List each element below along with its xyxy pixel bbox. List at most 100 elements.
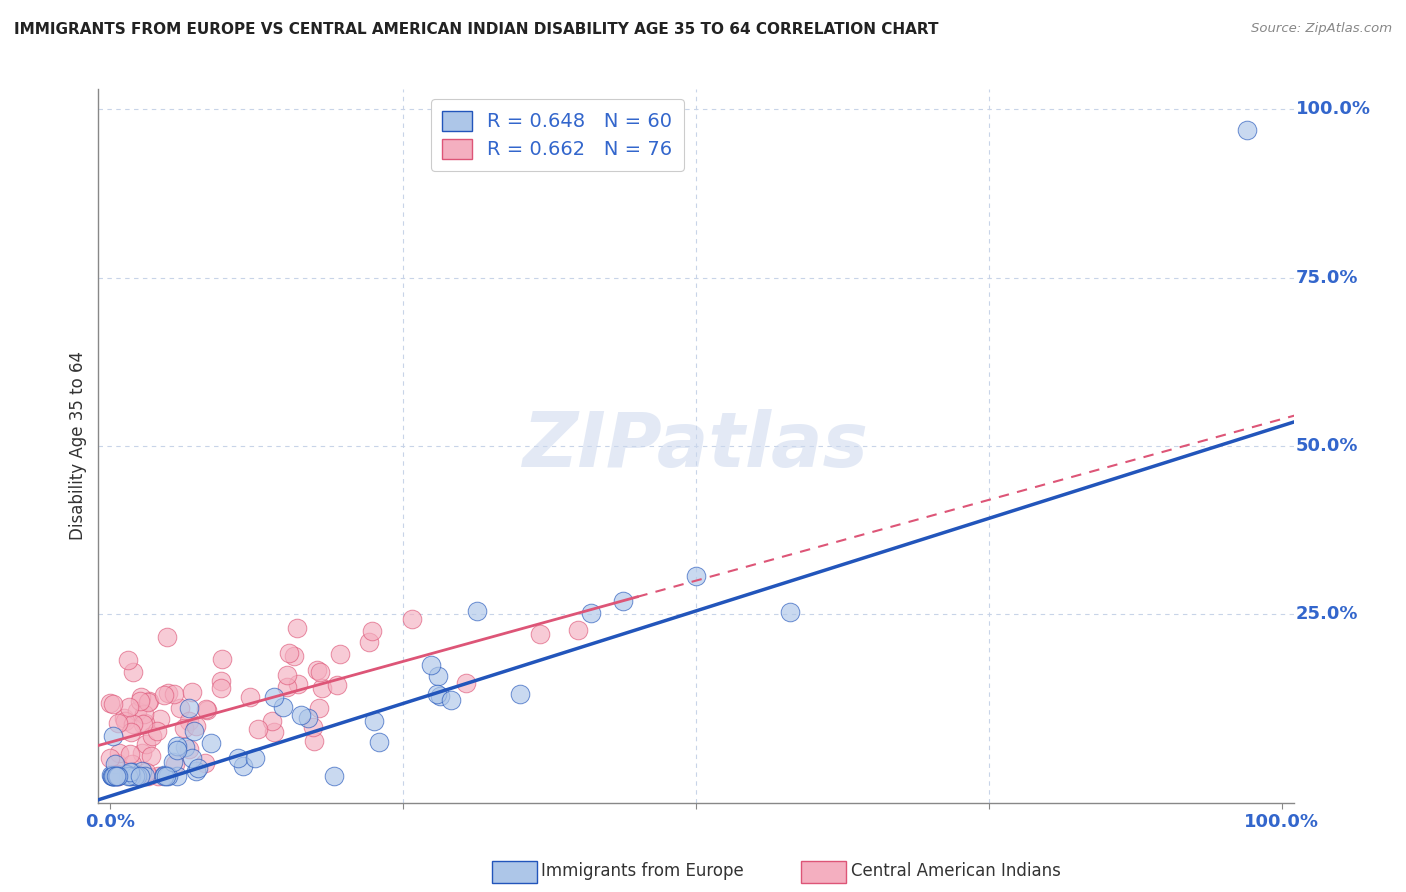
Point (148, 769, 170, 783)
Point (467, 604, 489, 618)
Point (169, 701, 191, 715)
Point (134, 769, 156, 783)
Point (186, 718, 208, 732)
Point (226, 751, 249, 765)
Point (162, 755, 184, 769)
Point (153, 688, 176, 702)
Point (194, 756, 217, 770)
Point (135, 764, 157, 779)
Point (263, 690, 285, 705)
Point (329, 647, 352, 661)
Point (420, 658, 443, 673)
Point (509, 687, 531, 701)
Point (166, 739, 188, 753)
Point (131, 764, 153, 778)
Point (308, 665, 330, 680)
Point (211, 651, 233, 665)
Point (360, 624, 382, 638)
Point (101, 697, 124, 711)
Point (105, 766, 128, 780)
Point (120, 769, 142, 783)
Point (200, 736, 222, 750)
Point (779, 606, 801, 620)
Text: 25.0%: 25.0% (1296, 606, 1358, 624)
Point (114, 714, 136, 729)
Point (323, 769, 346, 783)
Point (132, 717, 155, 731)
Point (363, 714, 385, 728)
Point (278, 646, 301, 660)
Point (105, 756, 128, 770)
Point (135, 737, 157, 751)
Text: Source: ZipAtlas.com: Source: ZipAtlas.com (1251, 22, 1392, 36)
Point (103, 769, 125, 783)
Point (117, 769, 139, 783)
Point (98, 751, 121, 765)
Point (101, 769, 124, 783)
Point (260, 714, 283, 728)
Point (138, 769, 160, 783)
Point (107, 769, 129, 783)
Point (311, 681, 333, 695)
Point (195, 703, 218, 717)
Point (163, 687, 186, 701)
Point (440, 693, 463, 707)
Point (183, 724, 205, 739)
Point (120, 764, 142, 779)
Point (426, 687, 449, 701)
Text: 75.0%: 75.0% (1296, 268, 1358, 286)
Point (129, 690, 152, 705)
Point (209, 681, 232, 695)
Point (105, 769, 128, 783)
Point (118, 700, 141, 714)
Point (184, 764, 207, 778)
Text: IMMIGRANTS FROM EUROPE VS CENTRAL AMERICAN INDIAN DISABILITY AGE 35 TO 64 CORREL: IMMIGRANTS FROM EUROPE VS CENTRAL AMERIC… (14, 22, 939, 37)
Point (456, 675, 478, 690)
Point (179, 700, 201, 714)
Point (107, 769, 129, 783)
Point (127, 769, 149, 783)
Point (1236, 122, 1258, 136)
Point (287, 621, 309, 635)
Point (134, 715, 156, 730)
Point (173, 721, 195, 735)
Point (287, 677, 309, 691)
Point (429, 689, 451, 703)
Point (107, 716, 129, 731)
Point (129, 694, 152, 708)
Point (121, 756, 143, 771)
Point (359, 635, 381, 649)
Point (132, 707, 155, 722)
Point (156, 686, 179, 700)
Point (139, 749, 162, 764)
Point (122, 717, 145, 731)
Point (124, 769, 146, 783)
Legend: R = 0.648   N = 60, R = 0.662   N = 76: R = 0.648 N = 60, R = 0.662 N = 76 (430, 99, 683, 171)
Point (104, 769, 127, 783)
Point (163, 757, 186, 772)
Point (155, 769, 177, 783)
Text: Central American Indians: Central American Indians (851, 863, 1060, 880)
Text: ZIPatlas: ZIPatlas (523, 409, 869, 483)
Point (612, 594, 634, 608)
Point (156, 769, 179, 783)
Point (112, 711, 135, 725)
Point (101, 769, 124, 783)
Point (125, 769, 148, 783)
Point (98, 696, 121, 710)
Point (128, 769, 150, 783)
Point (194, 702, 217, 716)
Point (368, 735, 391, 749)
Point (579, 606, 602, 620)
Point (308, 701, 330, 715)
Point (326, 678, 349, 692)
Point (307, 663, 329, 677)
Point (232, 758, 254, 772)
Point (427, 668, 450, 682)
Point (301, 720, 323, 734)
Point (120, 747, 142, 761)
Point (297, 710, 319, 724)
Point (101, 729, 124, 743)
Point (121, 764, 143, 779)
Point (127, 704, 149, 718)
